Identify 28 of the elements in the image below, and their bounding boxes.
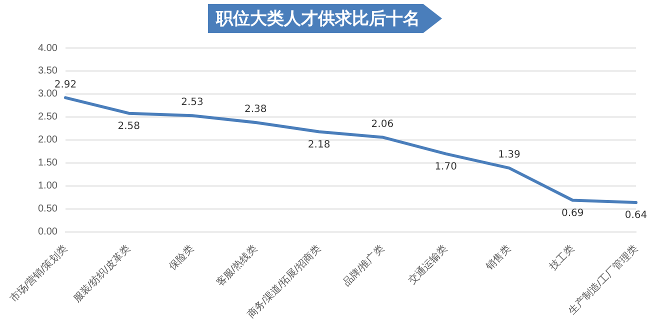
text: 2.18 — [308, 139, 330, 150]
x-tick-label: 市场/营销/策划类 — [8, 242, 70, 305]
text: 2.92 — [54, 79, 77, 90]
y-tick-label: 2.00 — [38, 134, 58, 146]
x-tick-label: 保险类 — [166, 242, 196, 273]
text: 2.53 — [181, 97, 204, 108]
text: 1.70 — [434, 161, 457, 172]
x-tick-label: 客服/热线类 — [214, 242, 260, 289]
y-tick-label: 2.50 — [38, 112, 58, 123]
x-tick-label: 销售类 — [482, 242, 514, 274]
text: 2.38 — [244, 104, 267, 116]
y-tick-label: 1.50 — [38, 158, 58, 169]
y-tick-label: 4.00 — [38, 42, 58, 54]
x-tick-label: 交通运输类 — [406, 242, 450, 287]
text: 2.58 — [118, 120, 140, 132]
y-tick-label: 0.50 — [38, 204, 58, 215]
y-tick-label: 3.00 — [38, 88, 58, 100]
text: 2.06 — [371, 118, 394, 130]
text: 1.39 — [498, 150, 520, 161]
y-tick-label: 0.00 — [38, 226, 58, 238]
x-tick-label: 技工类 — [546, 242, 577, 274]
y-tick-label: 1.00 — [38, 180, 58, 192]
y-tick-label: 3.50 — [38, 66, 58, 77]
x-tick-label: 服装/纺织/皮革类 — [71, 242, 133, 305]
chart-title: 职位大类人才供求比后十名 — [208, 4, 442, 33]
text: 0.64 — [624, 210, 648, 222]
text: 0.69 — [561, 208, 584, 219]
x-tick-label: 品牌/推广类 — [340, 242, 386, 289]
